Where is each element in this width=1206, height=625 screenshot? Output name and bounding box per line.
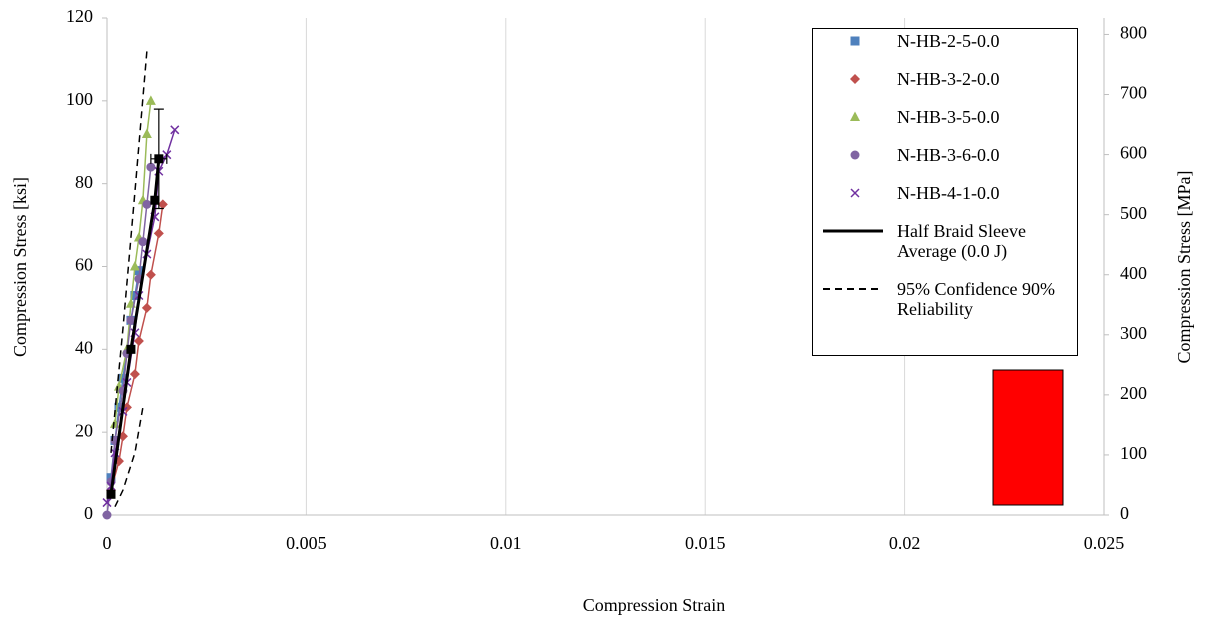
- x-tick-label: 0.02: [889, 533, 921, 553]
- marker: [850, 74, 860, 84]
- legend-label: N-HB-2-5-0.0: [897, 31, 1000, 51]
- legend-item: N-HB-3-5-0.0: [813, 107, 1077, 127]
- y-axis-title: Compression Stress [ksi]: [10, 177, 30, 357]
- legend-item: 95% Confidence 90% Reliability: [813, 279, 1077, 319]
- marker: [114, 402, 124, 412]
- marker: [850, 36, 860, 46]
- marker: [133, 336, 144, 347]
- marker: [146, 162, 156, 172]
- x-tick-label: 0.01: [490, 533, 522, 553]
- legend-key: [850, 188, 860, 198]
- marker: [130, 290, 140, 300]
- y2-tick-label: 200: [1120, 383, 1147, 403]
- marker: [129, 261, 140, 271]
- marker: [850, 188, 860, 198]
- series-line: [114, 407, 144, 508]
- series-line: [106, 167, 152, 516]
- y-tick-label: 0: [84, 503, 93, 523]
- legend-item: N-HB-3-2-0.0: [813, 69, 1077, 89]
- marker: [106, 489, 116, 499]
- legend-item: Half Braid Sleeve Average (0.0 J): [813, 221, 1077, 261]
- legend-item: N-HB-3-6-0.0: [813, 145, 1077, 165]
- marker: [141, 128, 152, 138]
- legend-label: N-HB-3-6-0.0: [897, 145, 1000, 165]
- marker: [129, 369, 140, 380]
- legend-key: [823, 229, 883, 233]
- marker: [134, 266, 144, 276]
- legend-key: [823, 288, 883, 290]
- x-tick-label: 0.015: [685, 533, 726, 553]
- marker: [126, 315, 136, 325]
- legend-label: 95% Confidence 90% Reliability: [897, 279, 1055, 319]
- marker: [850, 150, 860, 160]
- marker: [850, 111, 860, 121]
- legend-key: [850, 150, 860, 160]
- series-line: [110, 204, 164, 491]
- legend-label: Half Braid Sleeve Average (0.0 J): [897, 221, 1026, 261]
- y2-tick-label: 800: [1120, 23, 1147, 43]
- marker: [157, 199, 168, 210]
- marker: [141, 302, 152, 313]
- marker: [145, 269, 156, 280]
- x-axis-title: Compression Strain: [583, 595, 726, 615]
- y2-tick-label: 600: [1120, 143, 1147, 163]
- y-tick-label: 80: [75, 172, 93, 192]
- marker: [150, 195, 160, 205]
- legend: N-HB-2-5-0.0 N-HB-3-2-0.0 N-HB-3-5-0.0 N-HB…: [812, 28, 1078, 356]
- y-tick-label: 40: [75, 337, 93, 357]
- marker: [170, 125, 180, 135]
- y2-axis-title: Compression Stress [MPa]: [1174, 171, 1194, 364]
- y2-tick-label: 100: [1120, 443, 1147, 463]
- x-tick-label: 0.025: [1084, 533, 1125, 553]
- y2-tick-label: 500: [1120, 203, 1147, 223]
- series-line: [109, 158, 161, 495]
- y2-tick-label: 400: [1120, 263, 1147, 283]
- marker: [154, 154, 164, 164]
- legend-label: N-HB-3-2-0.0: [897, 69, 1000, 89]
- image-inset: [992, 369, 1064, 506]
- y-tick-label: 60: [75, 255, 93, 275]
- marker: [142, 199, 152, 209]
- y-tick-label: 120: [66, 6, 93, 26]
- legend-label: N-HB-3-5-0.0: [897, 107, 1000, 127]
- marker: [153, 228, 164, 239]
- y-tick-label: 20: [75, 420, 93, 440]
- y2-tick-label: 0: [1120, 503, 1129, 523]
- marker: [118, 373, 128, 383]
- legend-item: N-HB-4-1-0.0: [813, 183, 1077, 203]
- marker: [138, 237, 148, 247]
- marker: [102, 510, 112, 520]
- legend-key: [850, 111, 860, 121]
- x-tick-label: 0.005: [286, 533, 327, 553]
- x-tick-label: 0: [103, 533, 112, 553]
- y2-tick-label: 700: [1120, 83, 1147, 103]
- legend-key: [850, 74, 860, 84]
- y-tick-label: 100: [66, 89, 93, 109]
- marker: [145, 95, 156, 105]
- legend-item: N-HB-2-5-0.0: [813, 31, 1077, 51]
- series-line: [110, 51, 148, 453]
- legend-key: [850, 36, 860, 46]
- marker: [126, 344, 136, 354]
- y2-tick-label: 300: [1120, 323, 1147, 343]
- legend-label: N-HB-4-1-0.0: [897, 183, 1000, 203]
- marker: [102, 498, 112, 508]
